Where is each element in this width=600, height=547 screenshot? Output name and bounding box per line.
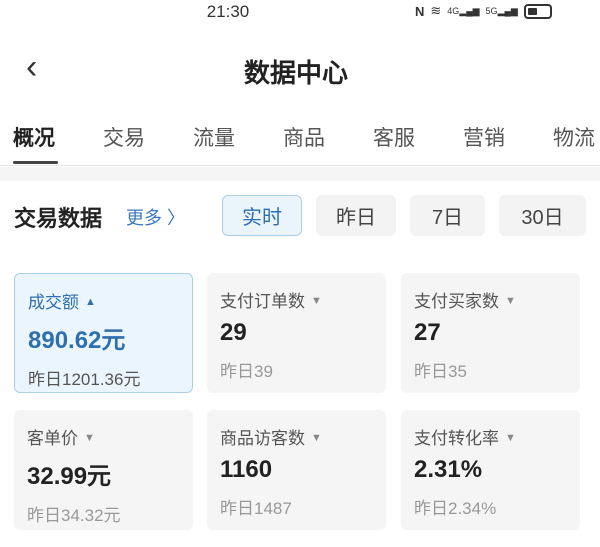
metric-label: 商品访客数 bbox=[220, 429, 305, 448]
tab-products[interactable]: 商品 bbox=[283, 127, 325, 150]
caret-down-icon: ▼ bbox=[84, 432, 95, 444]
metric-label: 支付转化率 bbox=[414, 429, 499, 448]
signal-4g-icon: 4G▂▄▆ bbox=[447, 5, 480, 16]
active-tab-indicator bbox=[13, 161, 58, 164]
metric-previous: 昨日35 bbox=[414, 362, 467, 381]
status-icons: N ≋ 4G▂▄▆ 5G▂▄▆ bbox=[415, 3, 552, 19]
metric-card-avg-order-value[interactable]: 客单价 ▼ 32.99元 昨日34.32元 bbox=[14, 410, 193, 530]
more-link[interactable]: 更多 〉 bbox=[126, 208, 186, 228]
network-4g-label: 4G bbox=[447, 5, 460, 16]
tab-customer-service[interactable]: 客服 bbox=[373, 127, 415, 150]
back-button[interactable]: ‹ bbox=[26, 48, 37, 87]
metric-previous: 昨日34.32元 bbox=[27, 506, 121, 525]
metric-card-conversion-rate[interactable]: 支付转化率 ▼ 2.31% 昨日2.34% bbox=[401, 410, 580, 530]
range-7d[interactable]: 7日 bbox=[410, 195, 485, 236]
metric-label: 成交额 bbox=[28, 293, 79, 312]
tab-marketing[interactable]: 营销 bbox=[463, 127, 505, 150]
metric-value: 2.31% bbox=[414, 456, 483, 483]
range-30d[interactable]: 30日 bbox=[499, 195, 586, 236]
metric-value: 890.62元 bbox=[28, 327, 126, 354]
metric-card-paid-buyers[interactable]: 支付买家数 ▼ 27 昨日35 bbox=[401, 273, 580, 393]
nfc-icon: N bbox=[415, 3, 425, 19]
tab-trade[interactable]: 交易 bbox=[103, 127, 145, 150]
metric-label: 支付订单数 bbox=[220, 292, 305, 311]
section-title: 交易数据 bbox=[14, 206, 103, 231]
tab-logistics[interactable]: 物流 bbox=[553, 127, 595, 150]
tab-overview[interactable]: 概况 bbox=[13, 127, 55, 150]
metric-card-product-visitors[interactable]: 商品访客数 ▼ 1160 昨日1487 bbox=[207, 410, 386, 530]
signal-5g-icon: 5G▂▄▆ bbox=[485, 5, 518, 16]
metric-value: 29 bbox=[220, 319, 247, 346]
metric-card-paid-orders[interactable]: 支付订单数 ▼ 29 昨日39 bbox=[207, 273, 386, 393]
caret-down-icon: ▼ bbox=[505, 432, 516, 444]
range-realtime[interactable]: 实时 bbox=[222, 195, 302, 236]
caret-up-icon: ▲ bbox=[85, 296, 96, 308]
metric-value: 27 bbox=[414, 319, 441, 346]
metric-previous: 昨日1487 bbox=[220, 499, 292, 518]
range-yesterday[interactable]: 昨日 bbox=[316, 195, 396, 236]
divider-band bbox=[0, 167, 600, 181]
battery-icon bbox=[523, 3, 552, 19]
metric-value: 32.99元 bbox=[27, 463, 112, 490]
metric-label: 支付买家数 bbox=[414, 292, 499, 311]
tab-traffic[interactable]: 流量 bbox=[193, 127, 235, 150]
chevron-left-icon: ‹ bbox=[26, 48, 38, 86]
metric-previous: 昨日1201.36元 bbox=[28, 370, 141, 389]
metric-previous: 昨日39 bbox=[220, 362, 273, 381]
network-5g-label: 5G bbox=[485, 5, 498, 16]
metric-card-gmv[interactable]: 成交额 ▲ 890.62元 昨日1201.36元 bbox=[14, 273, 193, 393]
caret-down-icon: ▼ bbox=[505, 295, 516, 307]
tab-bar: 概况 交易 流量 商品 客服 营销 物流 bbox=[0, 120, 600, 166]
metric-value: 1160 bbox=[220, 456, 273, 483]
caret-down-icon: ▼ bbox=[311, 432, 322, 444]
status-time: 21:30 bbox=[206, 2, 250, 21]
wifi-icon: ≋ bbox=[430, 3, 442, 18]
page-title: 数据中心 bbox=[243, 58, 348, 88]
metric-previous: 昨日2.34% bbox=[414, 499, 497, 518]
metric-label: 客单价 bbox=[27, 429, 78, 448]
caret-down-icon: ▼ bbox=[311, 295, 322, 307]
